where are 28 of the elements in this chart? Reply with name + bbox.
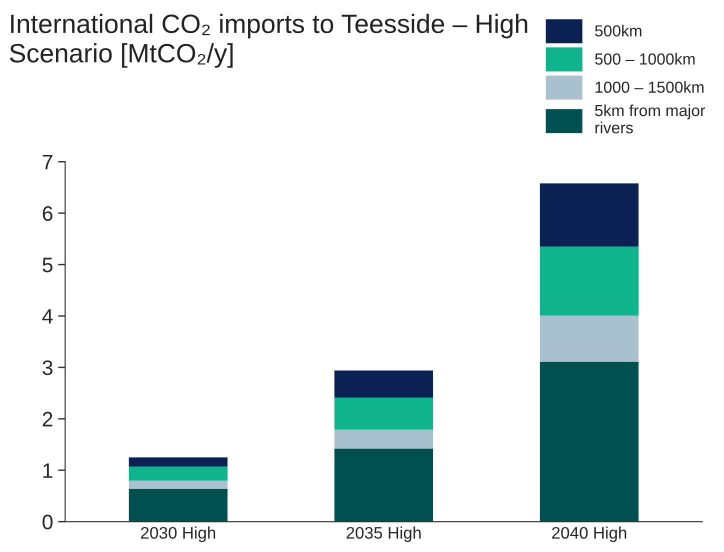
y-tick-label: 2 bbox=[42, 412, 52, 426]
bar bbox=[540, 246, 639, 316]
bar bbox=[540, 315, 639, 362]
legend-label: 5km from major rivers bbox=[595, 104, 706, 134]
x-tick-label: 2030 High bbox=[141, 526, 216, 542]
legend-label: 500km bbox=[595, 24, 642, 37]
bar bbox=[128, 488, 228, 522]
legend-label: 500 – 1000km bbox=[595, 52, 695, 65]
y-tick-label: 0 bbox=[42, 514, 53, 530]
bar bbox=[540, 183, 639, 247]
x-tick-label: 2035 High bbox=[346, 526, 421, 542]
chart-title: International CO₂ imports to Teesside – High Scenario [MtCO₂/y] bbox=[10, 14, 528, 68]
y-tick-label: 6 bbox=[42, 206, 52, 221]
bar bbox=[334, 370, 434, 398]
bar bbox=[334, 430, 434, 449]
y-tick-label: 1 bbox=[43, 463, 52, 478]
bar bbox=[540, 362, 639, 522]
x-tick-label: 2040 High bbox=[552, 526, 626, 542]
bar bbox=[128, 480, 228, 489]
bar bbox=[128, 457, 228, 467]
y-tick-label: 7 bbox=[42, 154, 52, 170]
bar bbox=[128, 466, 228, 481]
legend-label: 1000 – 1500km bbox=[596, 81, 704, 93]
bar bbox=[334, 448, 434, 522]
y-tick-label: 4 bbox=[42, 309, 53, 324]
y-tick-label: 3 bbox=[42, 360, 52, 376]
bar bbox=[334, 398, 434, 430]
y-tick-label: 5 bbox=[42, 258, 52, 272]
